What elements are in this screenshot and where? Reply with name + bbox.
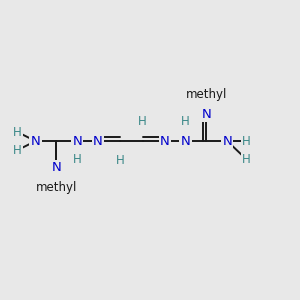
Text: N: N	[52, 161, 61, 174]
Text: H: H	[73, 153, 82, 166]
Text: H: H	[138, 115, 147, 128]
Text: N: N	[222, 135, 232, 148]
Text: N: N	[160, 135, 170, 148]
Text: H: H	[14, 143, 22, 157]
Text: methyl: methyl	[36, 181, 77, 194]
Text: N: N	[181, 135, 190, 148]
Text: H: H	[242, 153, 251, 166]
Text: H: H	[116, 153, 125, 166]
Text: N: N	[93, 135, 103, 148]
Text: H: H	[138, 115, 147, 128]
Text: H: H	[181, 115, 190, 128]
Text: N: N	[31, 135, 40, 148]
Text: N: N	[202, 108, 211, 121]
Text: H: H	[242, 135, 251, 148]
Text: N: N	[72, 135, 82, 148]
Text: methyl: methyl	[186, 88, 227, 100]
Text: H: H	[116, 154, 125, 167]
Text: H: H	[14, 126, 22, 139]
